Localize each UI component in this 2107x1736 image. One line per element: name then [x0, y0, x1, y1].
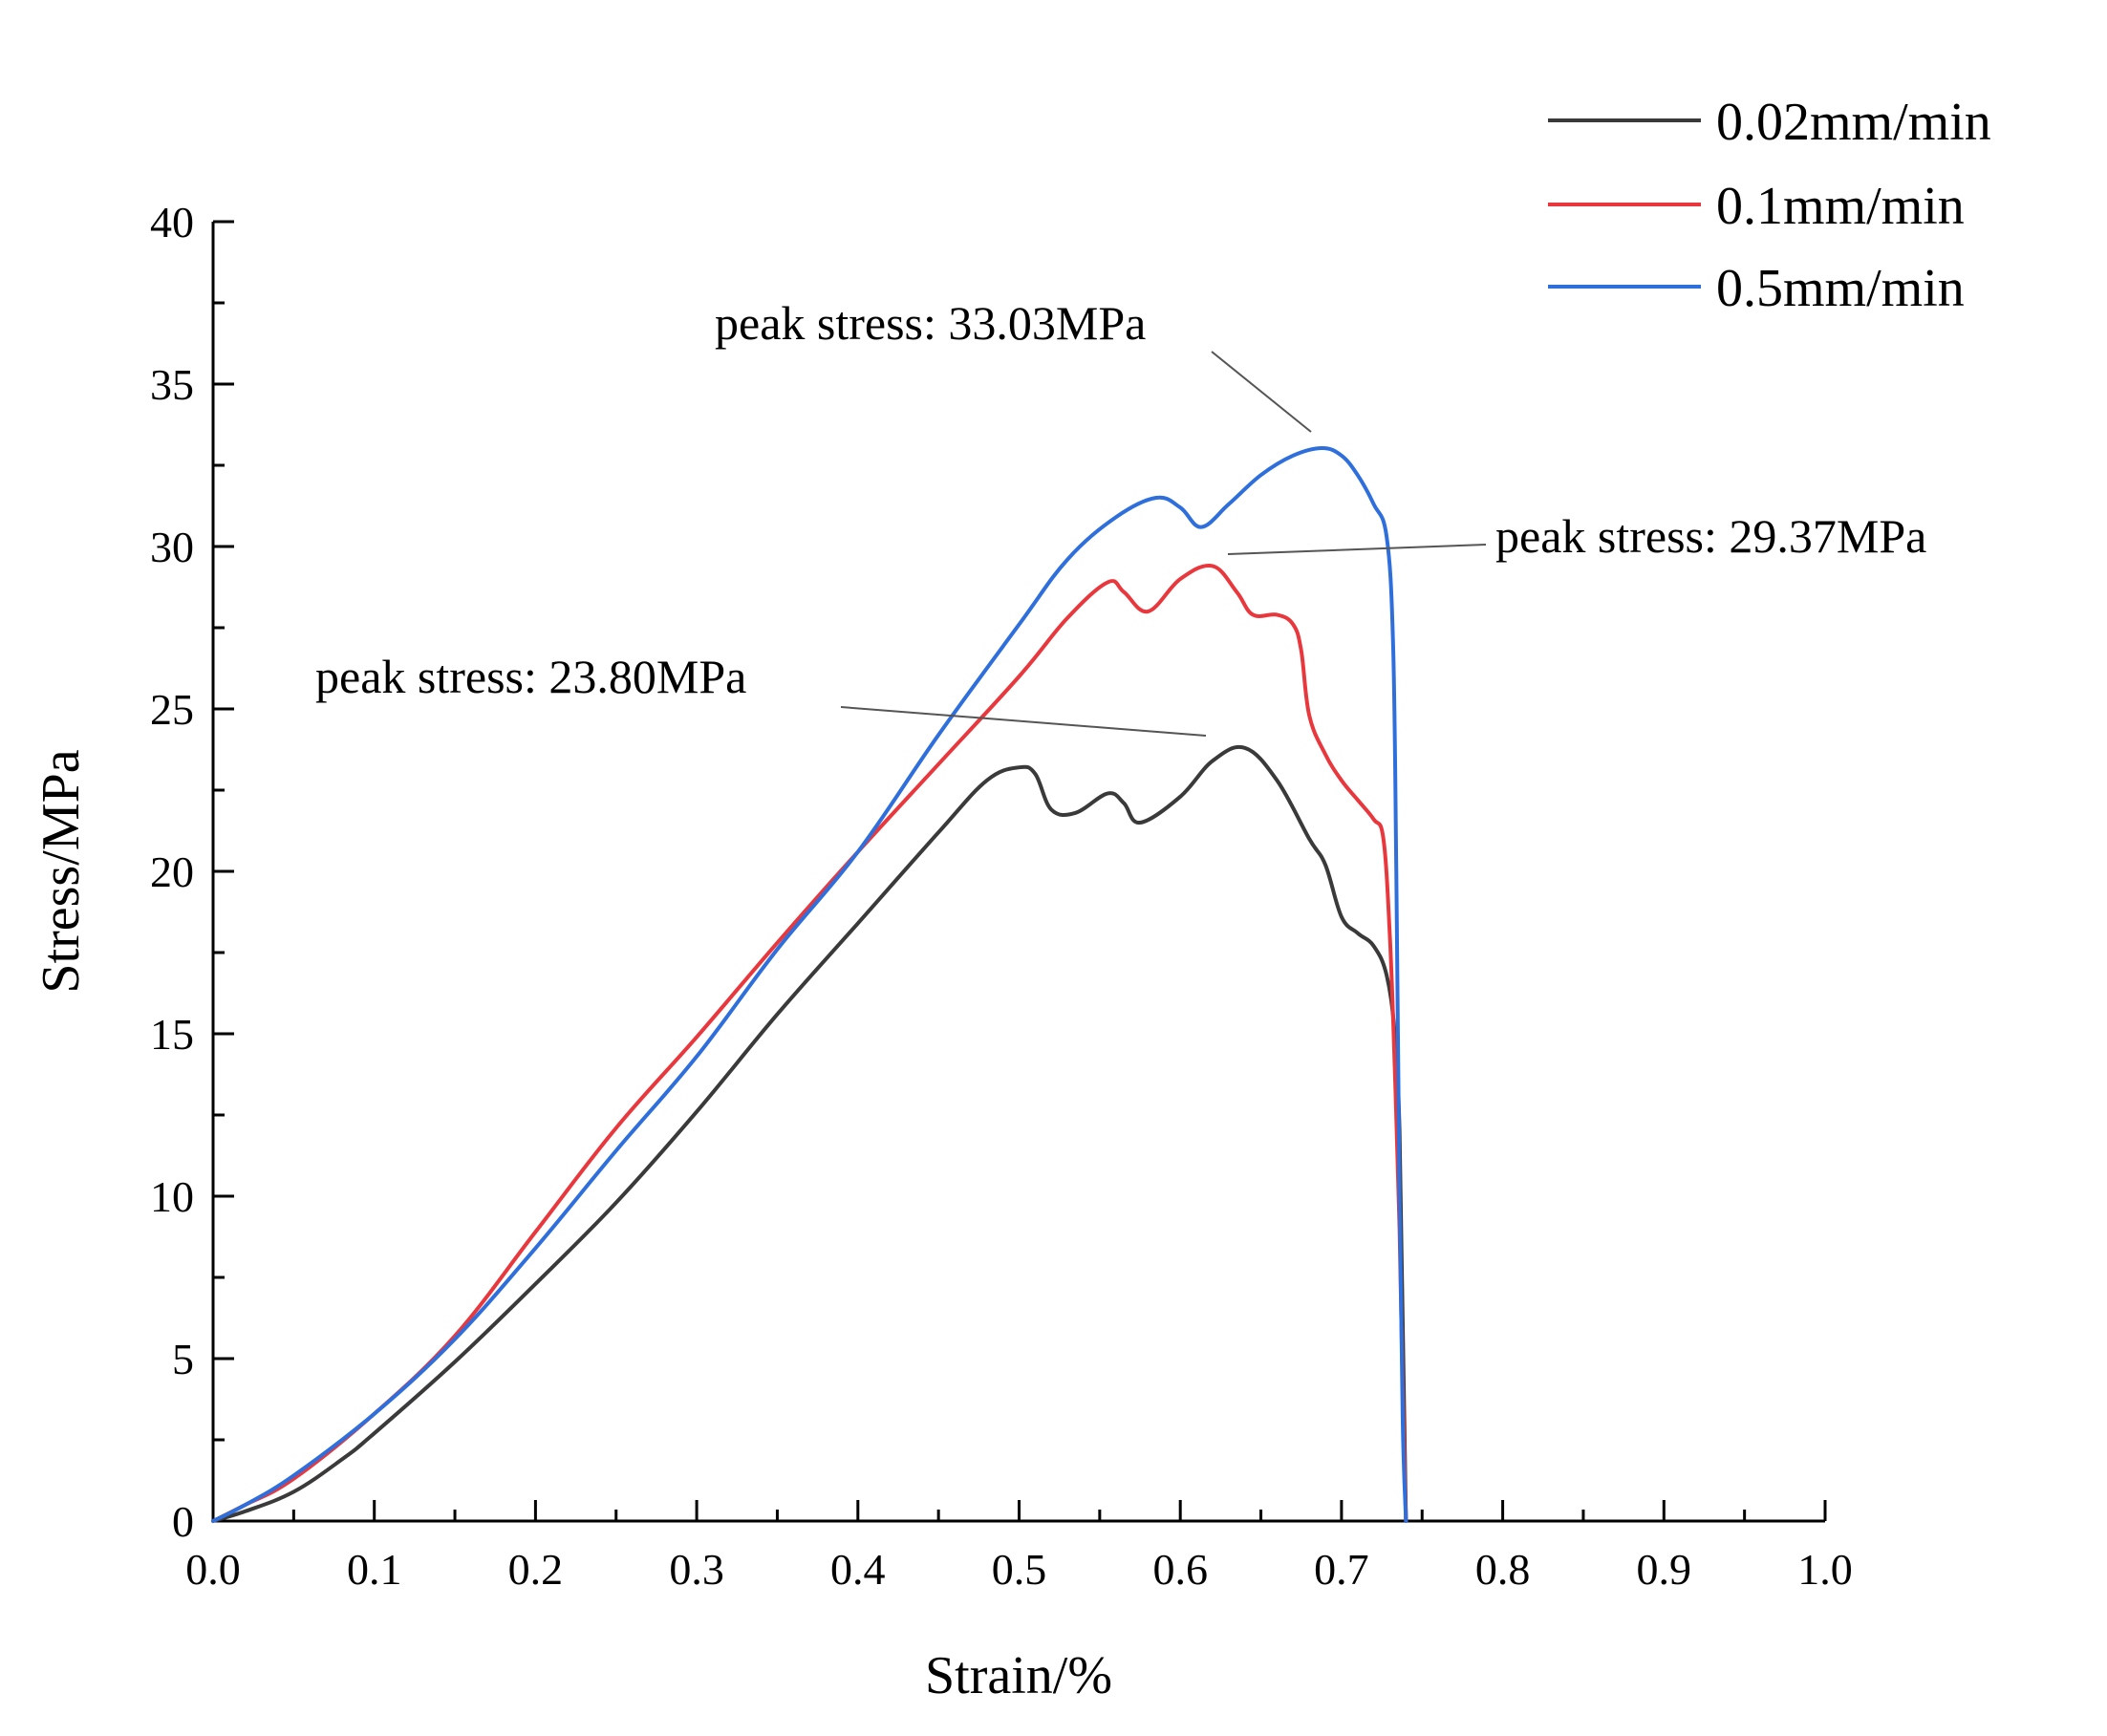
- y-tick-labels: 0 5 10 15 20 25 30 35 40: [150, 198, 194, 1546]
- legend: 0.02mm/min 0.1mm/min 0.5mm/min: [1548, 93, 1991, 318]
- x-tick-label-0.4: 0.4: [830, 1545, 886, 1594]
- x-tick-label-1.0: 1.0: [1797, 1545, 1853, 1594]
- legend-label-0-02mm-min: 0.02mm/min: [1716, 93, 1991, 152]
- y-tick-label-5: 5: [172, 1335, 194, 1383]
- annotation-peak-0-5mm-min: peak stress: 33.03MPa: [715, 296, 1146, 350]
- annotation-leader-0-1mm-min: [1227, 544, 1487, 555]
- y-tick-label-10: 10: [150, 1172, 194, 1221]
- y-tick-label-20: 20: [150, 847, 194, 896]
- x-axis-title: Strain/%: [925, 1646, 1112, 1705]
- x-tick-label-0.7: 0.7: [1314, 1545, 1369, 1594]
- x-tick-label-0.6: 0.6: [1152, 1545, 1208, 1594]
- x-tick-label-0.3: 0.3: [669, 1545, 724, 1594]
- x-tick-label-0.0: 0.0: [185, 1545, 241, 1594]
- y-tick-label-15: 15: [150, 1010, 194, 1059]
- x-tick-label-0.2: 0.2: [508, 1545, 564, 1594]
- x-tick-label-0.5: 0.5: [992, 1545, 1047, 1594]
- series-line-0-1mm-min: [211, 563, 1408, 1523]
- annotation-peak-0-1mm-min: peak stress: 29.37MPa: [1495, 509, 1926, 563]
- y-tick-label-30: 30: [150, 523, 194, 571]
- legend-label-0-1mm-min: 0.1mm/min: [1716, 177, 1965, 236]
- x-tick-labels: 0.0 0.1 0.2 0.3 0.4 0.5 0.6 0.7 0.8 0.9 1.0: [185, 1545, 1853, 1594]
- x-tick-label-0.8: 0.8: [1475, 1545, 1531, 1594]
- x-tick-label-0.1: 0.1: [347, 1545, 402, 1594]
- axes: [211, 222, 1825, 1523]
- y-tick-label-25: 25: [150, 685, 194, 734]
- series-layer: [211, 445, 1408, 1523]
- series-line-0-5mm-min: [211, 445, 1408, 1523]
- y-tick-label-0: 0: [172, 1497, 194, 1546]
- y-tick-label-35: 35: [150, 360, 194, 409]
- x-ticks: [211, 1500, 1827, 1521]
- annotations: peak stress: 23.80MPa peak stress: 29.37…: [315, 296, 1926, 737]
- annotation-peak-0-02mm-min: peak stress: 23.80MPa: [315, 650, 746, 703]
- y-axis-title: Stress/MPa: [32, 749, 91, 993]
- legend-label-0-5mm-min: 0.5mm/min: [1716, 259, 1965, 318]
- x-tick-label-0.9: 0.9: [1637, 1545, 1692, 1594]
- y-ticks: [213, 220, 234, 1523]
- y-tick-label-40: 40: [150, 198, 194, 246]
- annotation-leader-0-02mm-min: [840, 706, 1207, 737]
- annotation-leader-0-5mm-min: [1211, 351, 1312, 433]
- series-line-0-02mm-min: [211, 744, 1408, 1523]
